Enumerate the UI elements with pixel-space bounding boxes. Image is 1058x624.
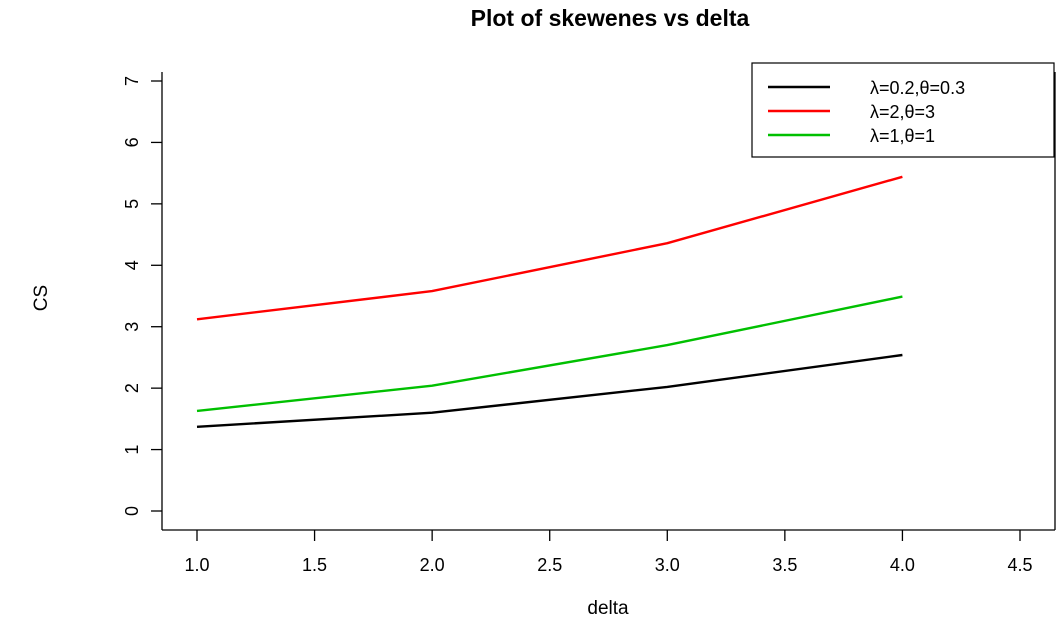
y-tick-label: 4 [122, 260, 142, 270]
series-line-2 [196, 175, 903, 321]
x-axis-label: delta [587, 598, 629, 619]
x-tick-label: 4.5 [1007, 555, 1032, 575]
legend-label-3: λ=1,θ=1 [870, 126, 935, 146]
y-tick-label: 6 [122, 137, 142, 147]
y-tick-label: 7 [122, 76, 142, 86]
legend: λ=0.2,θ=0.3 λ=2,θ=3 λ=1,θ=1 [751, 62, 1055, 158]
x-tick-label: 2.0 [420, 555, 445, 575]
y-tick-label: 2 [122, 383, 142, 393]
x-tick-label: 4.0 [890, 555, 915, 575]
x-tick-label: 3.5 [772, 555, 797, 575]
y-tick-label: 0 [122, 506, 142, 516]
y-tick-label: 1 [122, 445, 142, 455]
series-lines [196, 175, 903, 428]
axes [161, 72, 1056, 531]
y-tick-label: 3 [122, 322, 142, 332]
series-line-1 [196, 353, 903, 428]
legend-label-1: λ=0.2,θ=0.3 [870, 78, 965, 98]
x-tick-label: 1.0 [184, 555, 209, 575]
x-tick-label: 1.5 [302, 555, 327, 575]
y-axis-label: CS [31, 285, 52, 311]
y-tick-label: 5 [122, 199, 142, 209]
legend-label-2: λ=2,θ=3 [870, 102, 935, 122]
chart-title: Plot of skewenes vs delta [471, 5, 750, 31]
x-tick-label: 2.5 [537, 555, 562, 575]
x-ticks: 1.0 1.5 2.0 2.5 3.0 3.5 4.0 4.5 [184, 530, 1033, 575]
x-tick-label: 3.0 [655, 555, 680, 575]
y-ticks: 0 1 2 3 4 5 6 7 [122, 76, 162, 516]
series-line-3 [196, 295, 903, 413]
